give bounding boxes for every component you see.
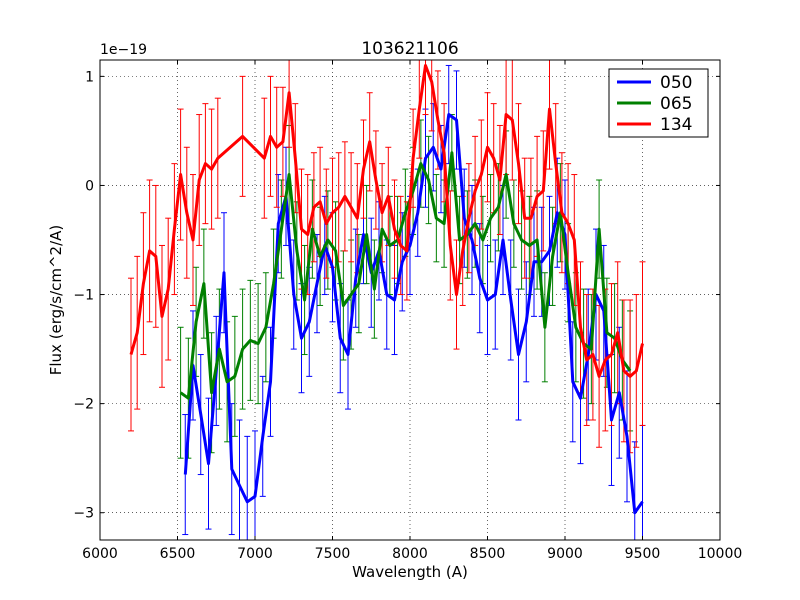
legend-label-065: 065 (660, 94, 692, 114)
y-axis-label: Flux (erg/s/cm^2/A) (47, 225, 65, 376)
legend: 050 065 134 (608, 68, 709, 138)
x-tick-label: 7500 (315, 546, 351, 562)
series-lines (129, 64, 644, 515)
series-line-065 (179, 151, 632, 400)
y-tick-label: −3 (73, 506, 94, 522)
y-scale-factor: 1e−19 (100, 42, 147, 58)
x-tick-label: 6500 (160, 546, 196, 562)
y-tick-label: 1 (85, 69, 94, 85)
legend-label-134: 134 (660, 115, 692, 135)
x-axis-label: Wavelength (A) (352, 563, 468, 581)
axis-ticks: 6000 6500 7000 7500 8000 8500 9000 9500 10000 −3 −… (73, 60, 742, 562)
x-tick-label: 7000 (237, 546, 273, 562)
legend-label-050: 050 (660, 73, 692, 93)
x-tick-label: 10000 (698, 546, 743, 562)
x-tick-label: 9500 (625, 546, 661, 562)
x-tick-label: 6000 (82, 546, 118, 562)
y-tick-label: 0 (85, 178, 94, 194)
series-line-134 (129, 64, 644, 378)
y-tick-label: −1 (73, 288, 94, 304)
chart-title: 103621106 (361, 39, 458, 59)
x-tick-label: 8000 (392, 546, 428, 562)
x-tick-label: 9000 (547, 546, 583, 562)
y-tick-label: −2 (73, 397, 94, 413)
x-tick-label: 8500 (470, 546, 506, 562)
